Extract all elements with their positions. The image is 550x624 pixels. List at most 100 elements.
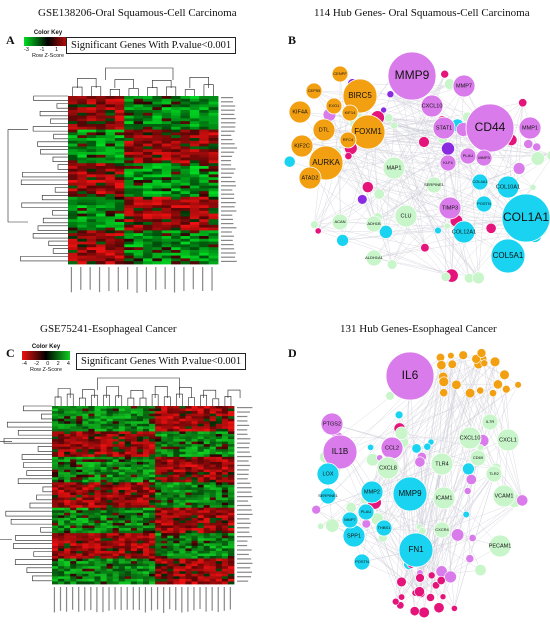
network-node: PLAU: [459, 147, 477, 165]
color-key-label: Row Z-Score: [29, 367, 63, 373]
network-node: [441, 141, 455, 156]
network-node: [546, 150, 550, 161]
network-node: [450, 604, 458, 612]
node-label: CXCL10: [422, 103, 443, 109]
network-node: PTGS2: [320, 412, 344, 436]
key-tick: -2: [34, 361, 40, 367]
node-label: SERPINE1: [318, 493, 339, 498]
network-node: CD69: [469, 449, 487, 467]
network-node: [380, 106, 387, 114]
network-node: [427, 571, 436, 580]
network-node: [394, 426, 409, 440]
network-node: MAP1: [382, 156, 406, 180]
network-node: POSTN: [353, 553, 371, 571]
network-node: STAT1: [432, 116, 456, 140]
network-node: [418, 606, 430, 619]
node-label: CENPF: [333, 71, 347, 76]
network-node: [436, 360, 447, 371]
network-node: CD44: [465, 103, 515, 153]
network-node: [447, 351, 455, 360]
panel-c-significance-box: Significant Genes With P.value<0.001: [76, 353, 247, 370]
network-node: [458, 350, 468, 360]
network-node: [420, 243, 430, 253]
node-label: TLR2: [489, 471, 500, 476]
network-node: BIRC5: [342, 78, 378, 114]
network-node: [426, 593, 435, 602]
panel-a-title: GSE138206-Oral Squamous-Cell Carcinoma: [38, 7, 237, 19]
node-label: EXO1: [329, 103, 340, 108]
node-label: THBS1: [378, 525, 392, 530]
network-node: MMP9: [392, 476, 428, 512]
panel-a-significance-box: Significant Genes With P.value<0.001: [66, 37, 237, 54]
panel-a-heatmap: [7, 67, 237, 293]
node-label: ICAM1: [436, 495, 453, 501]
network-node: THBS1: [375, 519, 393, 537]
node-label: TIMP3: [442, 205, 458, 211]
node-label: POSTN: [477, 201, 491, 206]
network-node: [414, 456, 426, 468]
network-node: [310, 220, 319, 229]
network-node: [345, 502, 357, 514]
node-label: RFC4: [343, 137, 354, 142]
network-node: CXCR4: [433, 521, 451, 539]
node-label: PLAU: [463, 153, 474, 158]
network-node: [390, 121, 399, 130]
network-node: [444, 570, 457, 584]
node-label: CXCL8: [379, 465, 397, 471]
network-node: ACAN: [331, 213, 349, 231]
key-tick: 1: [55, 47, 59, 53]
network-node: CLU: [394, 204, 418, 228]
network-node: ADH1B: [365, 215, 383, 233]
node-label: CD69: [473, 455, 484, 460]
network-node: [462, 510, 470, 519]
network-node: [398, 593, 406, 601]
node-label: COL10A1: [496, 184, 520, 190]
network-node: CXCL8: [376, 456, 400, 480]
network-node: TLR4: [430, 452, 454, 476]
key-tick: -4: [22, 361, 27, 367]
network-node: [418, 136, 430, 148]
color-key-title: Color Key: [33, 30, 63, 36]
network-node: [394, 410, 404, 420]
node-label: MMP3: [478, 155, 490, 160]
network-node: IL1B: [322, 434, 358, 470]
panel-b-network: MMP9 CD44 COL1A1 AURKA BIRC5 FOXM1 STAT1 MMP1 MM…: [283, 51, 550, 285]
network-node: [373, 188, 385, 200]
network-node: IL6: [385, 351, 435, 401]
key-tick: 2: [56, 361, 60, 367]
node-label: STAT1: [436, 125, 452, 131]
network-node: [474, 564, 487, 577]
network-node: [492, 379, 503, 390]
network-node: CXCL10: [458, 426, 482, 450]
network-node: VCAM1: [492, 484, 516, 508]
node-label: KIF14: [345, 110, 356, 115]
network-node: [529, 183, 537, 191]
network-node: KLF4: [439, 154, 457, 172]
network-node: LOX: [316, 462, 340, 486]
network-node: [361, 181, 374, 193]
network-node: [530, 151, 545, 166]
node-label: ATAD2: [302, 175, 319, 181]
node-label: CXCR4: [435, 527, 449, 532]
network-node: [514, 381, 522, 389]
network-node: [314, 227, 322, 235]
node-label: PLAU: [361, 509, 372, 514]
node-label: MMP2: [364, 489, 380, 495]
network-node: MMP7: [452, 74, 476, 98]
node-label: ACAN: [334, 219, 345, 224]
network-node: MMP9: [387, 51, 437, 101]
network-node: FOXM1: [350, 114, 386, 150]
color-key-gradient: [24, 37, 72, 46]
network-node: CXCL1: [496, 428, 520, 452]
network-node: COL4A1: [471, 173, 488, 191]
network-node: [476, 348, 487, 358]
node-label: SERPINE1: [424, 182, 445, 187]
network-node: [451, 528, 465, 542]
network-node: [443, 222, 451, 230]
network-node: POSTN: [475, 195, 493, 213]
network-node: TLR2: [485, 465, 503, 483]
network-node: [438, 376, 449, 387]
network-node: [325, 518, 340, 533]
network-node: COL5A1: [490, 238, 526, 274]
network-node: [462, 462, 475, 476]
